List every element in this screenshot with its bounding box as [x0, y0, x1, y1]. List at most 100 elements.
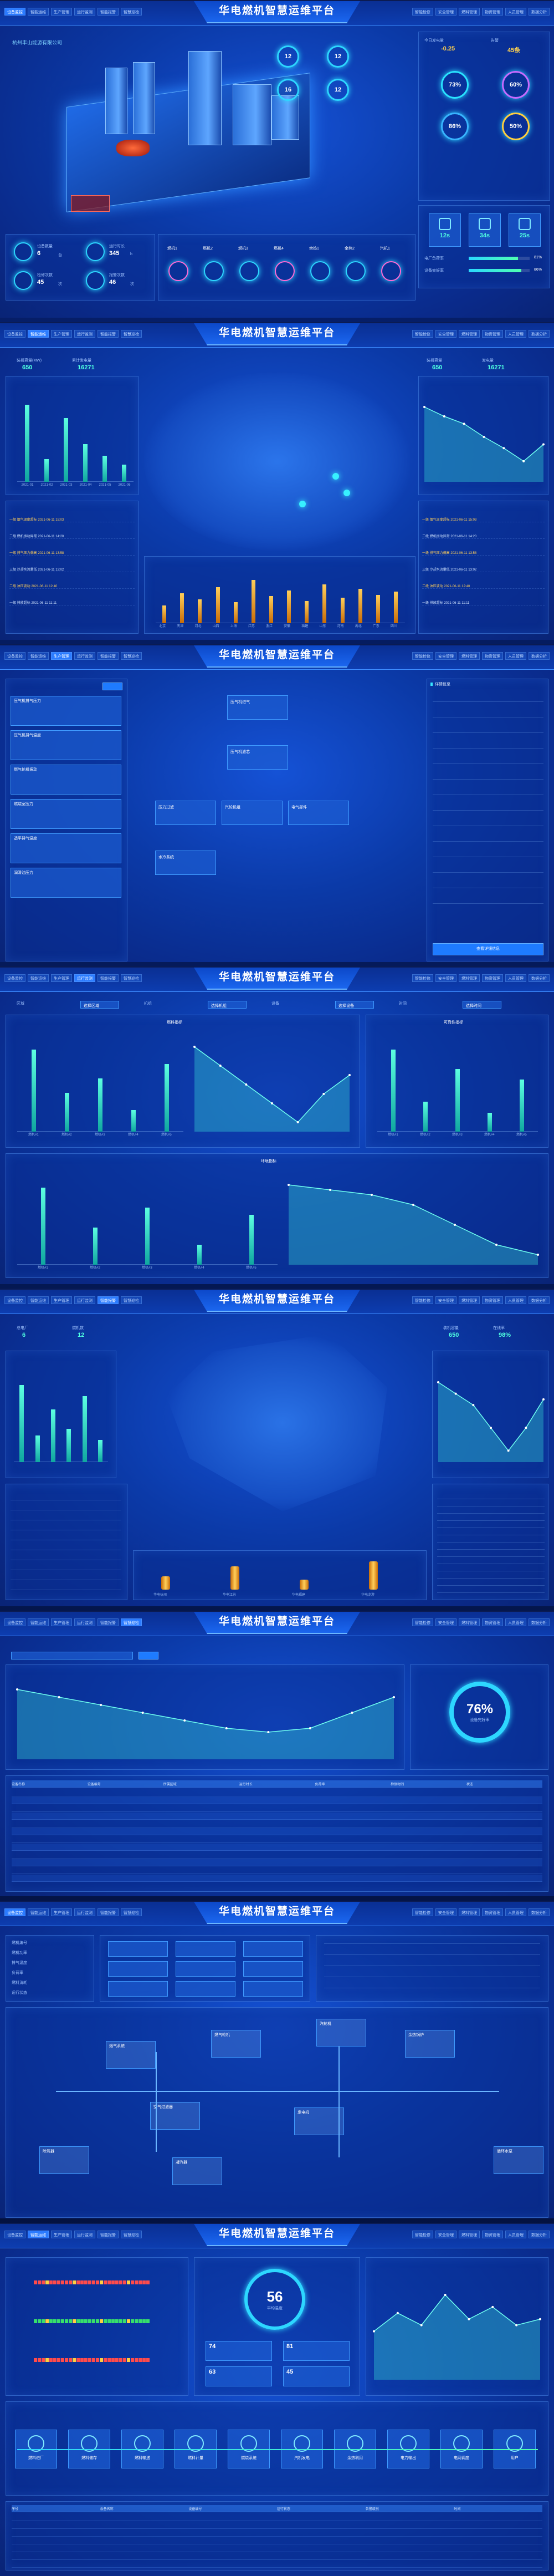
nav-tab[interactable]: 智能运维 [28, 1908, 49, 1916]
nav-tab[interactable]: 安全管理 [435, 1908, 456, 1916]
table-row[interactable] [12, 2522, 542, 2529]
plant-component[interactable]: 除氧器 [39, 2146, 89, 2174]
table-row[interactable] [12, 1875, 542, 1882]
system-node[interactable]: 汽轮机组 [222, 801, 283, 825]
nav-tab[interactable]: 物资管理 [482, 1296, 503, 1304]
nav-tab[interactable]: 设备监控 [4, 2231, 25, 2238]
nav-tab[interactable]: 智慧巡检 [121, 974, 142, 982]
nav-tab[interactable]: 智能报警 [98, 2231, 119, 2238]
nav-tab[interactable]: 智能检修 [412, 974, 433, 982]
nav-tab[interactable]: 安全管理 [435, 330, 456, 338]
nav-tab[interactable]: 人员管理 [505, 974, 526, 982]
nav-tab[interactable]: 人员管理 [505, 330, 526, 338]
nav-tab[interactable]: 燃料管理 [459, 330, 480, 338]
chip[interactable]: 45 [283, 2366, 350, 2386]
nav-tab[interactable]: 智慧巡检 [121, 652, 142, 660]
nav-tab[interactable]: 数据分析 [529, 974, 550, 982]
nav-tab[interactable]: 智能报警 [98, 330, 119, 338]
metric-box[interactable] [243, 1961, 303, 1977]
nav-tab[interactable]: 生产管理 [51, 1296, 72, 1304]
nav-tab[interactable]: 运行监测 [74, 2231, 95, 2238]
chip[interactable]: 81 [283, 2341, 350, 2361]
nav-tab[interactable]: 燃料管理 [459, 1296, 480, 1304]
nav-tab[interactable]: 智能运维 [28, 1296, 49, 1304]
nav-tab[interactable]: 安全管理 [435, 1296, 456, 1304]
nav-tab[interactable]: 设备监控 [4, 8, 25, 16]
nav-tab[interactable]: 燃料管理 [459, 652, 480, 660]
nav-tab[interactable]: 物资管理 [482, 8, 503, 16]
alarm-row[interactable]: 一级 排放超标 2021-06-11 11:11 [422, 600, 545, 605]
filter-select[interactable]: 选择区域 [80, 1001, 119, 1009]
nav-tab[interactable]: 运行监测 [74, 652, 95, 660]
plant-component[interactable]: 空气过滤器 [150, 2102, 200, 2130]
nav-tab[interactable]: 运行监测 [74, 330, 95, 338]
nav-tab[interactable]: 数据分析 [529, 652, 550, 660]
nav-tab[interactable]: 数据分析 [529, 2231, 550, 2238]
table-row[interactable] [12, 2514, 542, 2521]
nav-tab[interactable]: 智能报警 [98, 1908, 119, 1916]
system-node[interactable]: 压力过滤 [155, 801, 216, 825]
nav-tab[interactable]: 数据分析 [529, 1296, 550, 1304]
plant-component[interactable]: 循环水泵 [494, 2146, 543, 2174]
nav-tab[interactable]: 智能运维 [28, 2231, 49, 2238]
metric-box[interactable] [108, 1941, 168, 1957]
nav-tab[interactable]: 设备监控 [4, 974, 25, 982]
nav-tab[interactable]: 设备监控 [4, 1908, 25, 1916]
nav-tab[interactable]: 物资管理 [482, 330, 503, 338]
nav-tab[interactable]: 智能报警 [98, 974, 119, 982]
filter-select[interactable]: 选择机组 [208, 1001, 247, 1009]
table-row[interactable] [12, 1805, 542, 1812]
nav-tab[interactable]: 智能检修 [412, 2231, 433, 2238]
nav-tab[interactable]: 智慧巡检 [121, 1908, 142, 1916]
nav-tab[interactable]: 设备监控 [4, 1618, 25, 1626]
metric-box[interactable] [176, 1981, 235, 1997]
table-row[interactable] [12, 1851, 542, 1859]
nav-tab[interactable]: 设备监控 [4, 652, 25, 660]
nav-tab[interactable]: 智能检修 [412, 8, 433, 16]
metric-box[interactable] [108, 1981, 168, 1997]
nav-tab[interactable]: 安全管理 [435, 974, 456, 982]
alarm-row[interactable]: 一级 排放超标 2021-06-11 11:11 [9, 600, 135, 605]
table-row[interactable] [12, 1828, 542, 1835]
nav-tab[interactable]: 人员管理 [505, 652, 526, 660]
nav-tab[interactable]: 智能运维 [28, 974, 49, 982]
nav-tab[interactable]: 燃料管理 [459, 1908, 480, 1916]
nav-tab[interactable]: 生产管理 [51, 1618, 72, 1626]
table-row[interactable] [12, 1836, 542, 1843]
device-card[interactable]: 压气机排气温度 [11, 730, 121, 760]
nav-tab[interactable]: 智慧巡检 [121, 8, 142, 16]
nav-tab[interactable]: 燃料管理 [459, 8, 480, 16]
nav-tab[interactable]: 智慧巡检 [121, 330, 142, 338]
chip[interactable]: 63 [206, 2366, 272, 2386]
system-node[interactable]: 水冷系统 [155, 851, 216, 875]
table-row[interactable] [12, 1844, 542, 1851]
device-card[interactable]: 透平排气温度 [11, 833, 121, 863]
detail-button[interactable]: 查看详细信息 [433, 943, 543, 955]
alarm-row[interactable]: 一级 烟气温度超标 2021-06-11 15:03 [422, 517, 545, 522]
alarm-row[interactable]: 二级 油压波动 2021-06-11 12:40 [422, 583, 545, 589]
nav-tab[interactable]: 人员管理 [505, 1618, 526, 1626]
metric-tile[interactable]: 12s [429, 213, 461, 247]
plant-component[interactable]: 发电机 [294, 2107, 344, 2135]
nav-tab[interactable]: 物资管理 [482, 652, 503, 660]
metric-box[interactable] [176, 1961, 235, 1977]
system-node[interactable]: 压气机滤芯 [227, 745, 288, 770]
alarm-row[interactable]: 二级 燃机振动异常 2021-06-11 14:20 [9, 533, 135, 539]
nav-tab[interactable]: 人员管理 [505, 1296, 526, 1304]
nav-tab[interactable]: 物资管理 [482, 974, 503, 982]
device-card[interactable]: 润滑油压力 [11, 868, 121, 898]
nav-tab[interactable]: 智能报警 [98, 8, 119, 16]
table-row[interactable] [12, 1813, 542, 1820]
alarm-row[interactable]: 一级 排气压力偏高 2021-06-11 13:58 [422, 550, 545, 556]
nav-tab[interactable]: 生产管理 [51, 330, 72, 338]
table-row[interactable] [12, 2560, 542, 2568]
table-row[interactable] [12, 2545, 542, 2552]
nav-tab[interactable]: 物资管理 [482, 1618, 503, 1626]
alarm-row[interactable]: 二级 燃机振动异常 2021-06-11 14:20 [422, 533, 545, 539]
nav-tab[interactable]: 生产管理 [51, 1908, 72, 1916]
nav-tab[interactable]: 燃料管理 [459, 974, 480, 982]
nav-tab[interactable]: 智能运维 [28, 8, 49, 16]
nav-tab[interactable]: 安全管理 [435, 1618, 456, 1626]
nav-tab[interactable]: 生产管理 [51, 974, 72, 982]
table-row[interactable] [12, 1859, 542, 1866]
